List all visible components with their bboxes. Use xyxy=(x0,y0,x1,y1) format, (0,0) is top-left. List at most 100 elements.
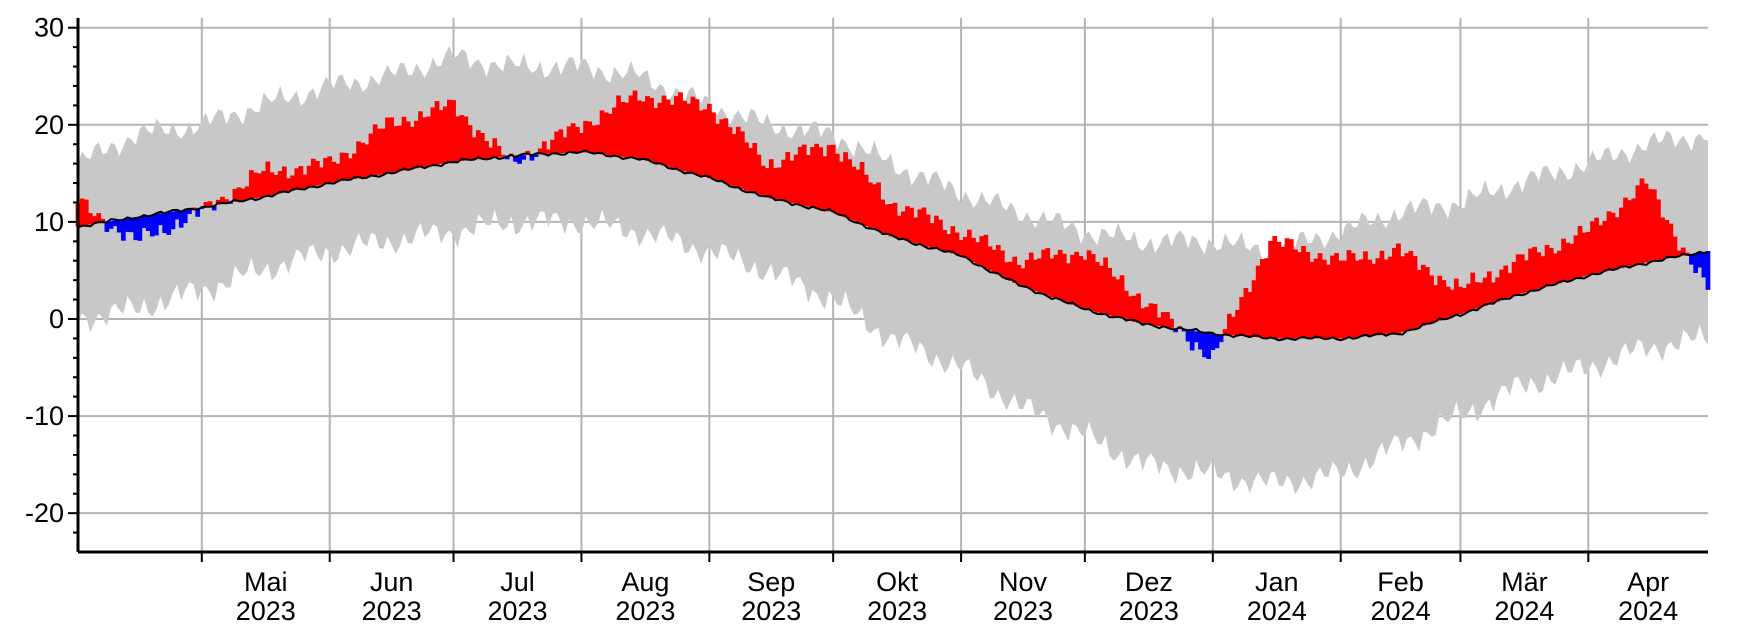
deviation-above-bar xyxy=(797,146,803,205)
deviation-above-bar xyxy=(653,107,659,164)
deviation-above-bar xyxy=(967,229,972,260)
deviation-above-bar xyxy=(678,92,683,171)
deviation-above-bar xyxy=(587,121,593,153)
deviation-above-bar xyxy=(1090,254,1096,312)
deviation-above-bar xyxy=(1647,189,1653,262)
deviation-above-bar xyxy=(1367,259,1373,336)
deviation-above-bar xyxy=(265,161,271,196)
deviation-below-bar xyxy=(1198,331,1203,350)
deviation-above-bar xyxy=(694,99,700,175)
deviation-above-bar xyxy=(632,90,638,159)
deviation-above-bar xyxy=(1573,235,1579,279)
deviation-below-bar xyxy=(162,212,168,233)
deviation-above-bar xyxy=(1557,250,1562,284)
deviation-above-bar xyxy=(1433,285,1439,322)
deviation-above-bar xyxy=(273,174,279,195)
deviation-above-bar xyxy=(1243,288,1249,337)
x-year-label: 2023 xyxy=(362,596,422,626)
deviation-above-bar xyxy=(1577,226,1583,278)
deviation-above-bar xyxy=(1429,275,1434,324)
deviation-above-bar xyxy=(876,182,881,232)
deviation-above-bar xyxy=(674,96,679,170)
deviation-above-bar xyxy=(1528,248,1533,292)
deviation-below-bar xyxy=(116,219,122,233)
deviation-above-bar xyxy=(1152,303,1158,326)
deviation-above-bar xyxy=(1132,295,1137,322)
deviation-above-bar xyxy=(1251,280,1257,337)
deviation-above-bar xyxy=(1383,259,1389,335)
deviation-above-bar xyxy=(240,188,246,201)
deviation-above-bar xyxy=(1107,267,1113,316)
deviation-below-bar xyxy=(517,155,522,164)
deviation-above-bar xyxy=(1334,253,1339,339)
x-year-label: 2024 xyxy=(1494,596,1554,626)
deviation-below-bar xyxy=(145,215,151,231)
deviation-above-bar xyxy=(88,213,93,225)
deviation-above-bar xyxy=(1375,258,1381,336)
deviation-above-bar xyxy=(360,142,366,178)
deviation-above-bar xyxy=(1070,254,1075,305)
deviation-above-bar xyxy=(934,215,939,249)
deviation-above-bar xyxy=(839,161,844,216)
deviation-above-bar xyxy=(1499,269,1505,301)
deviation-above-bar xyxy=(962,236,968,258)
deviation-above-bar xyxy=(760,165,766,197)
deviation-above-bar xyxy=(979,236,985,267)
deviation-above-bar xyxy=(1565,242,1571,281)
deviation-above-bar xyxy=(768,159,774,199)
deviation-below-bar xyxy=(125,218,130,232)
deviation-above-bar xyxy=(583,120,588,153)
deviation-above-bar xyxy=(83,199,89,226)
deviation-above-bar xyxy=(1540,256,1546,288)
deviation-above-bar xyxy=(405,121,411,170)
deviation-above-bar xyxy=(1156,317,1162,327)
deviation-below-bar xyxy=(149,214,155,237)
deviation-above-bar xyxy=(1008,261,1013,281)
deviation-above-bar xyxy=(740,131,745,190)
deviation-above-bar xyxy=(1614,217,1620,269)
deviation-above-bar xyxy=(938,219,943,251)
x-year-label: 2023 xyxy=(741,596,801,626)
deviation-above-bar xyxy=(467,125,473,160)
deviation-above-bar xyxy=(459,115,465,161)
y-tick-labels: 30 20 10 0 -10 -20 xyxy=(25,13,64,528)
deviation-below-bar xyxy=(137,216,143,241)
deviation-above-bar xyxy=(1466,283,1472,312)
deviation-below-bar xyxy=(1697,252,1703,268)
deviation-above-bar xyxy=(1313,258,1319,339)
deviation-above-bar xyxy=(872,184,877,230)
x-month-label: Feb xyxy=(1377,567,1424,597)
deviation-above-bar xyxy=(236,187,242,202)
deviation-above-bar xyxy=(393,126,399,172)
deviation-above-bar xyxy=(1359,259,1364,337)
deviation-below-bar xyxy=(529,154,535,161)
x-year-label: 2023 xyxy=(993,596,1053,626)
deviation-above-bar xyxy=(253,172,258,199)
deviation-above-bar xyxy=(323,157,328,184)
deviation-above-bar xyxy=(348,158,353,180)
deviation-above-bar xyxy=(455,116,461,162)
deviation-above-bar xyxy=(1020,268,1026,287)
deviation-above-bar xyxy=(851,166,857,221)
deviation-above-bar xyxy=(537,148,543,155)
deviation-above-bar xyxy=(1532,246,1538,291)
deviation-below-bar xyxy=(166,212,172,235)
deviation-above-bar xyxy=(884,204,890,235)
deviation-above-bar xyxy=(1458,286,1463,315)
deviation-above-bar xyxy=(1652,189,1657,262)
deviation-below-bar xyxy=(513,155,518,162)
deviation-above-bar xyxy=(814,143,820,209)
deviation-above-bar xyxy=(1656,199,1661,261)
deviation-above-bar xyxy=(863,174,869,226)
x-year-label: 2024 xyxy=(1618,596,1678,626)
deviation-above-bar xyxy=(892,202,898,238)
deviation-above-bar xyxy=(426,116,432,166)
deviation-above-bar xyxy=(958,239,964,256)
deviation-above-bar xyxy=(579,133,584,152)
deviation-above-bar xyxy=(628,95,634,158)
deviation-above-bar xyxy=(1441,280,1447,320)
deviation-above-bar xyxy=(319,167,324,185)
deviation-above-bar xyxy=(1470,272,1476,310)
deviation-above-bar xyxy=(1247,291,1253,337)
deviation-above-bar xyxy=(1061,253,1067,302)
